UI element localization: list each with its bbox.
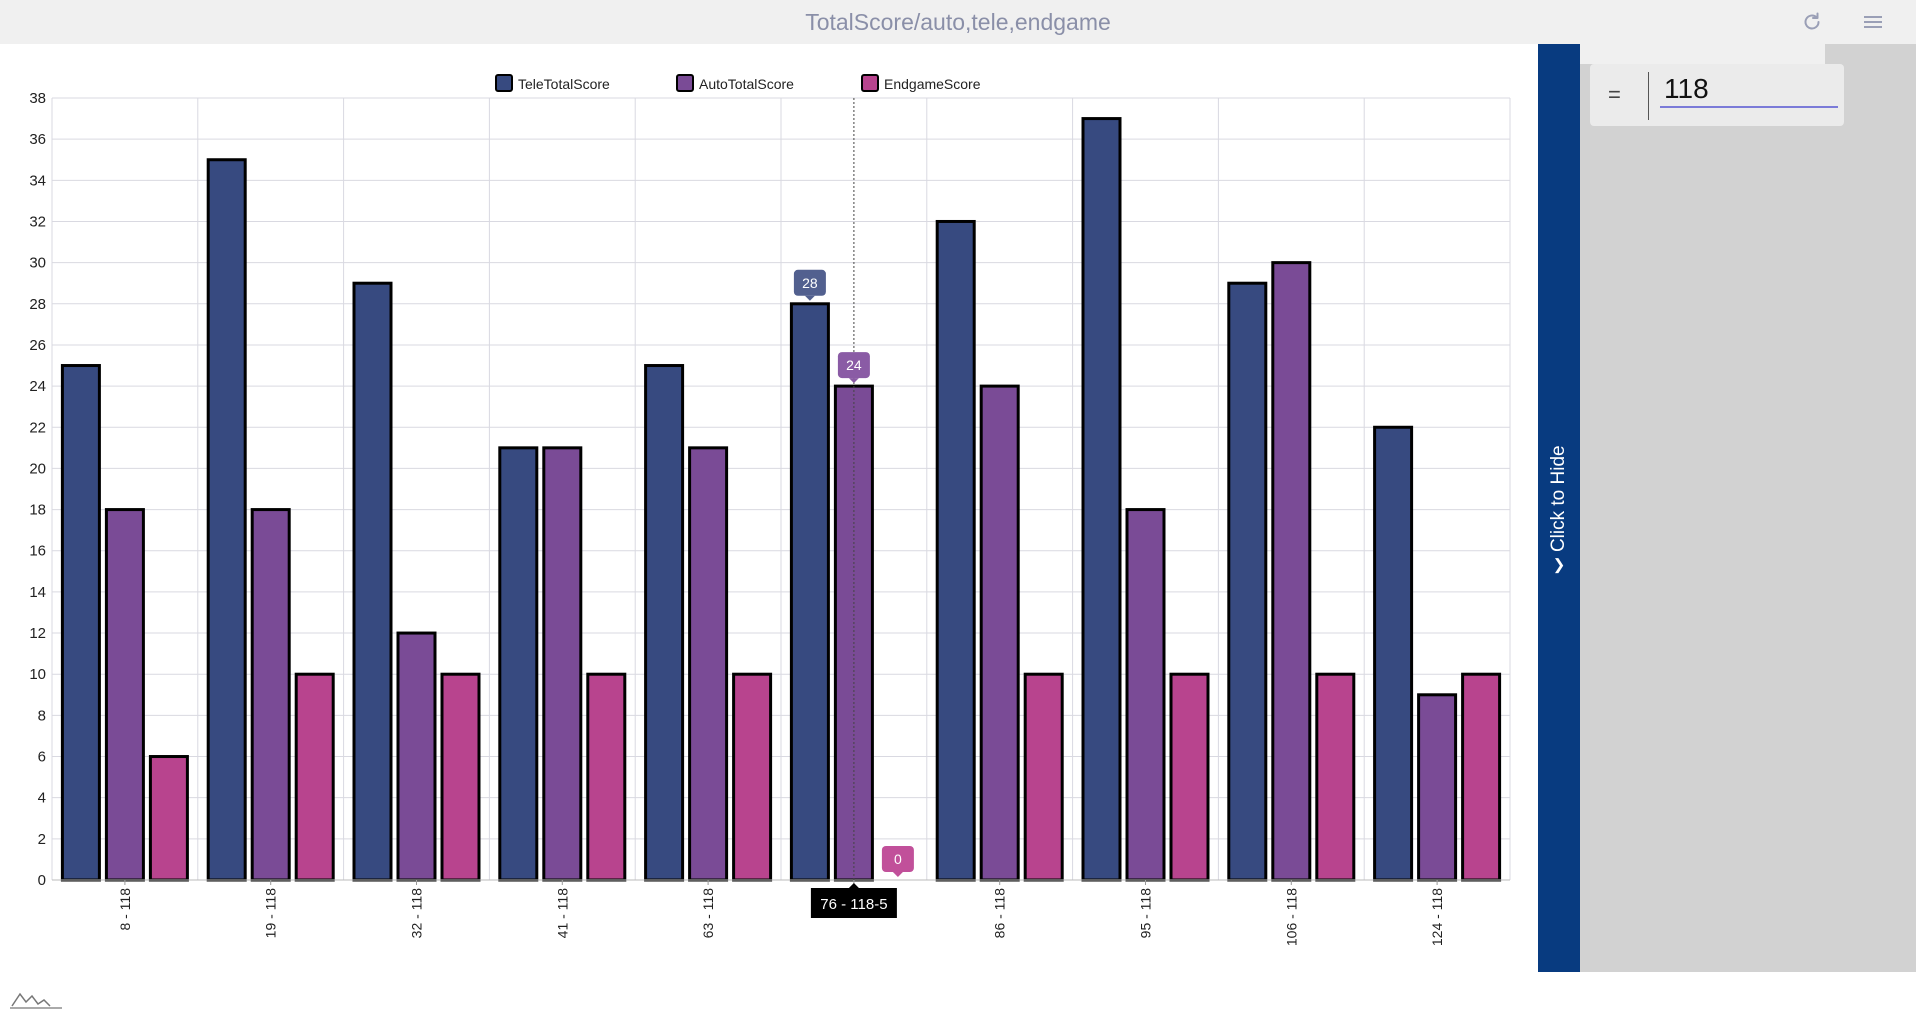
side-panel-header [1580,44,1825,64]
tooltip-category-label: 76 - 118-5 [820,896,887,913]
bar-AutoTotalScore [688,446,729,882]
y-tick-label: 32 [29,213,46,230]
y-tick-label: 18 [29,502,46,519]
title-bar: TotalScore/auto,tele,endgame [0,0,1916,44]
bar-TeleTotalScore [935,219,976,882]
bar-TeleTotalScore [352,281,393,882]
tooltip-value-box [881,846,914,872]
x-tick-label: 41 - 118 [554,888,570,939]
bar-EndgameScore [586,672,627,882]
chart-area: 0 2 4 6 8 10 12 14 16 18 20 22 24 26 28 30 32 34 36 38 8 - 1… [0,44,1538,1009]
y-tick-label: 36 [29,131,46,148]
tooltip-pointer [804,295,815,301]
hide-panel-text: Click to Hide [1548,445,1569,553]
chevron-down-icon: ❯ [1552,556,1566,574]
x-tick-label: 8 - 118 [117,888,133,931]
tooltip-category-box [810,888,897,918]
filter-operator[interactable]: = [1608,82,1621,107]
tooltip-pointer [892,872,903,877]
x-tick-label: 106 - 118 [1283,888,1299,946]
tooltip-value: 0 [894,851,902,867]
hide-panel-label: ❯ Click to Hide [1548,445,1570,574]
chart-legend: TeleTotalScore AutoTotalScore EndgameScore [495,74,981,92]
bar-AutoTotalScore [396,631,437,882]
tooltip-value-box [837,352,870,379]
hide-panel-toggle[interactable]: ❯ Click to Hide [1538,44,1580,972]
x-tick-label: 124 - 118 [1429,888,1445,946]
bar-EndgameScore [1461,672,1502,882]
tooltip-pointer [848,378,859,384]
legend-swatch [676,74,694,92]
chart-bars [60,117,1502,882]
chart-tooltip: 28 24 0 76 - 118-5 [793,98,914,918]
bar-TeleTotalScore [1373,425,1414,882]
x-tick-label: 86 - 118 [992,888,1008,939]
bar-TeleTotalScore [1081,117,1122,882]
bar-EndgameScore [1023,672,1064,882]
bar-EndgameScore [440,672,481,882]
bar-AutoTotalScore [542,446,583,882]
filter-divider [1648,72,1649,120]
legend-label: EndgameScore [884,76,981,92]
y-tick-label: 30 [29,255,46,272]
y-tick-label: 6 [38,749,46,766]
refresh-icon[interactable] [1800,10,1824,34]
chart-logo-icon [10,988,62,1010]
filter-value-input[interactable] [1660,72,1838,108]
bar-AutoTotalScore [979,384,1020,882]
y-tick-label: 34 [29,172,46,189]
bar-AutoTotalScore [1417,693,1458,882]
legend-swatch [495,74,513,92]
bar-EndgameScore [732,672,773,882]
y-tick-label: 16 [29,543,46,560]
y-tick-label: 38 [29,90,46,107]
bar-TeleTotalScore [498,446,539,882]
y-tick-label: 12 [29,625,46,642]
bar-AutoTotalScore [250,508,291,882]
bar-EndgameScore [1315,672,1356,882]
tooltip-value: 24 [846,357,862,373]
bar-AutoTotalScore [833,384,874,882]
y-tick-label: 28 [29,296,46,313]
filter-row: = [1590,64,1844,126]
bar-TeleTotalScore [644,364,685,882]
tooltip-category-pointer [848,883,859,888]
tooltip-value-box [793,269,826,296]
bar-TeleTotalScore [1227,281,1268,882]
x-tick-label: 19 - 118 [263,888,279,939]
bar-AutoTotalScore [1125,508,1166,882]
y-tick-label: 0 [38,872,46,889]
legend-label: TeleTotalScore [518,76,610,92]
x-tick-label: 95 - 118 [1138,888,1154,939]
x-tick-label: 32 - 118 [409,888,425,939]
y-tick-label: 10 [29,666,46,683]
bar-TeleTotalScore [789,302,830,882]
hamburger-menu-icon[interactable] [1861,10,1885,34]
bar-EndgameScore [148,755,189,882]
y-tick-label: 24 [29,378,46,395]
bar-AutoTotalScore [104,508,145,882]
y-tick-label: 22 [29,419,46,436]
legend-swatch [861,74,879,92]
bar-EndgameScore [294,672,335,882]
window-title: TotalScore/auto,tele,endgame [805,9,1111,35]
legend-label: AutoTotalScore [699,76,794,92]
y-tick-label: 4 [38,790,46,807]
bar-AutoTotalScore [1271,261,1312,882]
filter-side-panel: = [1580,44,1916,972]
y-tick-label: 14 [29,584,46,601]
bar-TeleTotalScore [60,364,101,882]
bar-TeleTotalScore [206,158,247,882]
y-tick-label: 8 [38,707,46,724]
y-tick-label: 20 [29,460,46,477]
bar-EndgameScore [1169,672,1210,882]
x-tick-label: 63 - 118 [700,888,716,939]
y-tick-label: 2 [38,831,46,848]
tooltip-value: 28 [802,275,818,291]
y-tick-label: 26 [29,337,46,354]
